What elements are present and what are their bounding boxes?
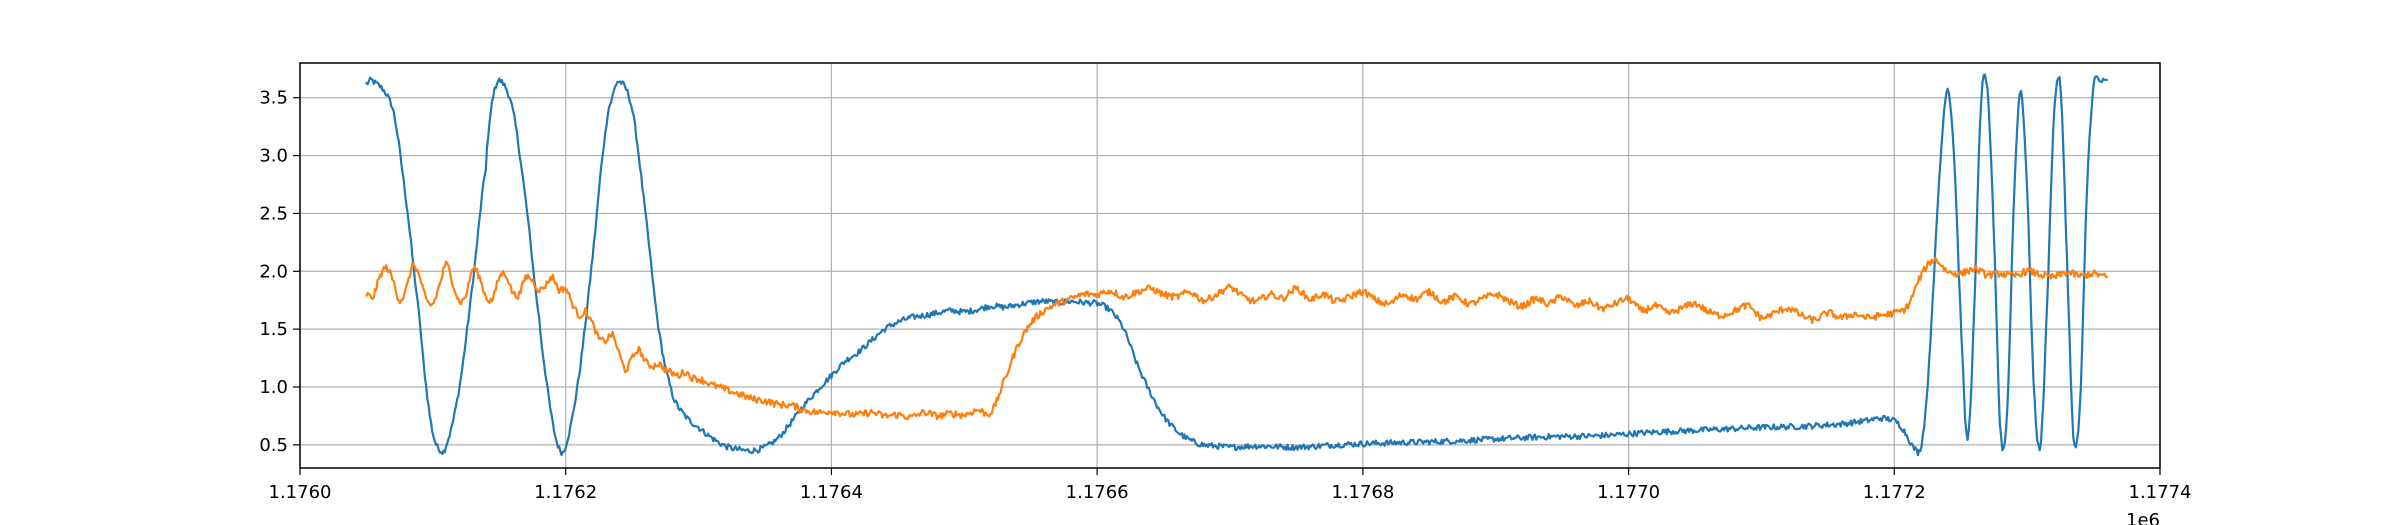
x-tick-label: 1.1764 <box>800 482 863 503</box>
x-tick-label: 1.1760 <box>269 482 332 503</box>
series-line-2 <box>365 256 2108 421</box>
y-tick-label: 2.5 <box>259 203 288 224</box>
y-tick-label: 3.0 <box>259 146 288 167</box>
x-tick-label: 1.1766 <box>1066 482 1129 503</box>
grid <box>299 63 2161 468</box>
x-tick-label: 1.1772 <box>1863 482 1926 503</box>
x-axis: 1.1760 1.1762 1.1764 1.1766 1.1768 1.1770 1.17… <box>269 468 2192 503</box>
x-tick-label: 1.1770 <box>1597 482 1660 503</box>
y-tick-label: 3.5 <box>259 88 288 109</box>
y-tick-label: 1.0 <box>259 377 288 398</box>
plot-area <box>365 73 2108 457</box>
x-tick-label: 1.1768 <box>1331 482 1394 503</box>
y-tick-label: 2.0 <box>259 261 288 282</box>
y-tick-label: 1.5 <box>259 319 288 340</box>
x-tick-label: 1.1762 <box>534 482 597 503</box>
x-axis-offset-label: 1e6 <box>2126 510 2160 525</box>
series-line-1 <box>365 73 2108 457</box>
x-tick-label: 1.1774 <box>2129 482 2192 503</box>
y-tick-label: 0.5 <box>259 435 288 456</box>
axes-frame <box>299 62 2161 469</box>
y-axis: 0.5 1.0 1.5 2.0 2.5 3.0 3.5 <box>259 88 300 456</box>
